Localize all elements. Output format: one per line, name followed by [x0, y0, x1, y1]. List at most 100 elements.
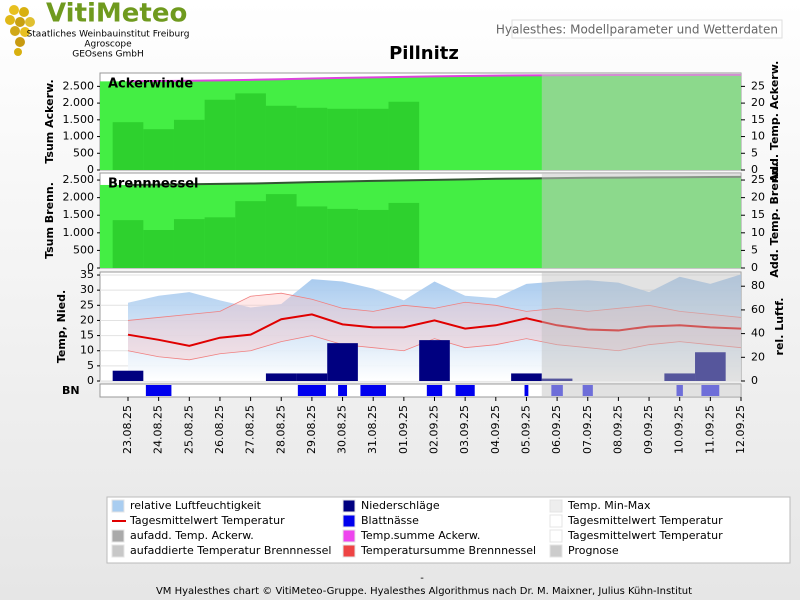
bar — [173, 119, 205, 170]
humidity-area — [128, 274, 741, 381]
y-tick-label: 2.500 — [63, 79, 95, 92]
y-tick-label: 20 — [80, 313, 94, 326]
legend-label: Blattnässe — [361, 514, 419, 527]
header-box — [511, 19, 783, 39]
y2-axis-label: rel. Luftf. — [773, 298, 786, 356]
max-line — [127, 292, 742, 321]
x-tick-label: 04.09.25 — [489, 405, 502, 454]
y-axis-label: Tsum Brenn. — [43, 182, 56, 259]
y-tick-label: 0 — [87, 261, 94, 274]
x-tick-label: 07.09.25 — [581, 405, 594, 454]
y2-tick-label: 20 — [751, 96, 765, 109]
legend-label: Temp.summe Ackerw. — [360, 529, 480, 542]
legend-swatch — [549, 544, 563, 558]
x-tick-label: 23.08.25 — [121, 405, 134, 454]
x-tick-label: 31.08.25 — [366, 405, 379, 454]
org: Staatliches Weinbauinstitut Freiburg — [27, 30, 190, 40]
bar — [265, 194, 297, 268]
x-tick-label: 03.09.25 — [458, 405, 471, 454]
bar — [112, 220, 144, 268]
bar — [143, 129, 174, 170]
legend-label: Tagesmittelwert Temperatur — [129, 514, 285, 527]
y-tick-label: 500 — [73, 146, 94, 159]
bar — [327, 108, 358, 170]
x-tick-label: 26.08.25 — [213, 405, 226, 454]
logo-text: VitiMeteo — [46, 0, 187, 29]
y-tick-label: 1.500 — [63, 208, 95, 221]
bn-bar — [360, 385, 386, 396]
y-tick-label: 0 — [87, 163, 94, 176]
precip-bar — [327, 343, 358, 381]
y2-tick-label: 25 — [751, 173, 765, 186]
x-tick-label: 28.08.25 — [274, 405, 287, 454]
y2-tick-label: 80 — [751, 279, 765, 292]
y2-tick-label: 25 — [751, 79, 765, 92]
y2-tick-label: 20 — [751, 191, 765, 204]
bn-bar — [297, 385, 326, 396]
y-tick-label: 500 — [73, 243, 94, 256]
bn-label: BN — [62, 384, 80, 397]
bar — [357, 209, 389, 268]
legend-swatch — [549, 529, 563, 543]
bar — [173, 219, 205, 268]
minmax-band — [128, 293, 741, 360]
bn-bar — [426, 385, 443, 396]
legend-swatch — [111, 544, 125, 558]
bar — [204, 217, 236, 268]
precip-bar — [296, 373, 328, 381]
precip-bar — [664, 373, 696, 381]
legend-label: Temp. Min-Max — [567, 499, 651, 512]
y2-tick-label: 0 — [751, 261, 758, 274]
legend-swatch — [342, 514, 356, 528]
x-tick-label: 09.09.25 — [642, 405, 655, 454]
legend-box — [106, 496, 791, 564]
y-tick-label: 10 — [80, 344, 94, 357]
y-tick-label: 2.000 — [63, 96, 95, 109]
y2-tick-label: 10 — [751, 226, 765, 239]
legend-label: Prognose — [568, 544, 619, 557]
x-tick-label: 06.09.25 — [550, 405, 563, 454]
legend-label: aufadd. Temp. Ackerw. — [130, 529, 254, 542]
panel-title: Brennnessel — [108, 177, 198, 192]
y-tick-label: 5 — [87, 359, 94, 372]
bar — [235, 93, 266, 170]
bar — [357, 108, 389, 170]
bar — [388, 202, 420, 268]
y2-tick-label: 5 — [751, 243, 758, 256]
bar — [235, 201, 266, 268]
legend-label: aufaddierte Temperatur Brennnessel — [130, 544, 331, 557]
x-tick-label: 29.08.25 — [305, 405, 318, 454]
forecast-shade — [541, 173, 741, 268]
x-tick-label: 27.08.25 — [244, 405, 257, 454]
precip-bar — [112, 370, 144, 381]
x-tick-label: 24.08.25 — [152, 405, 165, 454]
y-tick-label: 1.000 — [63, 130, 95, 143]
bn-bar — [524, 385, 529, 396]
precip-bar — [695, 352, 726, 381]
y2-tick-label: 0 — [751, 163, 758, 176]
bar — [327, 208, 358, 268]
x-tick-label: 12.09.25 — [734, 405, 747, 454]
y-tick-label: 2.000 — [63, 191, 95, 204]
legend-label: Niederschläge — [361, 499, 440, 512]
logo — [5, 5, 35, 56]
org: GEOsens GmbH — [72, 50, 143, 60]
forecast-shade — [541, 73, 741, 170]
x-tick-label: 01.09.25 — [397, 405, 410, 454]
y-tick-label: 0 — [87, 374, 94, 387]
precip-bar — [265, 373, 297, 381]
bar — [296, 107, 328, 170]
bar — [296, 206, 328, 268]
precip-bar — [419, 340, 450, 381]
precip-bar — [541, 378, 573, 381]
y-tick-label: 1.500 — [63, 113, 95, 126]
y2-axis-label: Add. Temp. Ackerw. — [768, 61, 781, 183]
y2-tick-label: 20 — [751, 350, 765, 363]
y-tick-label: 2.500 — [63, 173, 95, 186]
y-tick-label: 35 — [80, 268, 94, 281]
forecast-shade — [541, 384, 741, 397]
min-line — [127, 335, 742, 361]
footer: VM Hyalesthes chart © VitiMeteo-Gruppe. … — [156, 586, 692, 597]
bar — [143, 230, 174, 268]
